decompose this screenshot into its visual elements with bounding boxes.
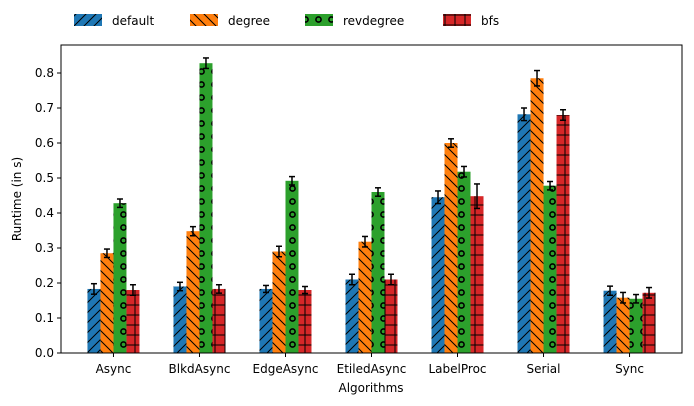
bar-bfs-EtiledAsync <box>385 280 398 354</box>
bar-bfs-BlkdAsync <box>212 289 225 353</box>
y-axis-label: Runtime (in s) <box>10 157 24 241</box>
legend-label: revdegree <box>343 14 404 28</box>
y-tick-label: 0.5 <box>35 171 54 185</box>
bar-hatch <box>298 290 311 353</box>
bar-degree-Serial <box>531 78 544 353</box>
bar-bfs-Serial <box>557 115 570 353</box>
bar-default-BlkdAsync <box>173 287 186 354</box>
legend-item-default: default <box>74 14 155 28</box>
bar-hatch <box>126 290 139 353</box>
bar-hatch <box>87 289 100 353</box>
bar-hatch <box>186 231 199 353</box>
bar-bfs-LabelProc <box>471 196 484 353</box>
bar-bfs-EdgeAsync <box>298 290 311 353</box>
legend-item-degree: degree <box>190 14 270 28</box>
bar-hatch <box>557 115 570 353</box>
bar-revdegree-LabelProc <box>458 172 471 353</box>
bar-hatch <box>544 186 557 353</box>
bar-hatch <box>199 63 212 353</box>
bar-revdegree-EdgeAsync <box>285 181 298 353</box>
y-tick-label: 0.2 <box>35 276 54 290</box>
bar-hatch <box>285 181 298 353</box>
bar-default-Sync <box>604 291 617 353</box>
bar-hatch <box>259 289 272 353</box>
bar-revdegree-Async <box>113 203 126 353</box>
bar-degree-Sync <box>617 298 630 353</box>
bar-hatch <box>173 287 186 354</box>
x-tick-label: EdgeAsync <box>253 362 319 376</box>
bar-hatch <box>604 291 617 353</box>
bar-default-LabelProc <box>432 197 445 353</box>
y-tick-label: 0.3 <box>35 241 54 255</box>
x-tick-label: Async <box>96 362 132 376</box>
legend-label: bfs <box>481 14 499 28</box>
bar-hatch <box>518 114 531 353</box>
x-tick-label: EtiledAsync <box>337 362 407 376</box>
x-tick-label: Sync <box>615 362 644 376</box>
bar-hatch <box>346 280 359 354</box>
bar-hatch <box>432 197 445 353</box>
bar-hatch <box>100 253 113 353</box>
bar-hatch <box>471 196 484 353</box>
bar-degree-EtiledAsync <box>359 242 372 353</box>
bar-bfs-Sync <box>643 293 656 353</box>
bar-hatch <box>385 280 398 354</box>
x-tick-label: BlkdAsync <box>169 362 231 376</box>
y-tick-label: 0.0 <box>35 346 54 360</box>
bar-revdegree-Sync <box>630 299 643 353</box>
y-tick-label: 0.6 <box>35 136 54 150</box>
bar-degree-Async <box>100 253 113 353</box>
x-tick-label: Serial <box>527 362 561 376</box>
bar-hatch <box>617 298 630 353</box>
bar-revdegree-BlkdAsync <box>199 63 212 353</box>
legend-swatch-hatch <box>190 14 218 26</box>
bar-degree-EdgeAsync <box>272 252 285 354</box>
bar-hatch <box>458 172 471 353</box>
legend-swatch-hatch <box>74 14 102 26</box>
bar-hatch <box>359 242 372 353</box>
bar-hatch <box>630 299 643 353</box>
bar-hatch <box>113 203 126 353</box>
y-axis: 0.0 0.1 0.2 0.3 0.4 0.5 0.6 0.7 0.8 <box>35 66 61 360</box>
legend-item-bfs: bfs <box>443 14 499 28</box>
bar-default-Async <box>87 289 100 353</box>
x-tick-label: LabelProc <box>429 362 487 376</box>
y-tick-label: 0.7 <box>35 101 54 115</box>
bar-hatch <box>643 293 656 353</box>
legend: default degree revdegree bfs <box>74 14 499 28</box>
bar-revdegree-EtiledAsync <box>372 192 385 353</box>
legend-label: degree <box>228 14 270 28</box>
y-tick-label: 0.1 <box>35 311 54 325</box>
bar-hatch <box>272 252 285 354</box>
bar-hatch <box>372 192 385 353</box>
bar-hatch <box>531 78 544 353</box>
y-tick-label: 0.8 <box>35 66 54 80</box>
bar-revdegree-Serial <box>544 186 557 353</box>
y-tick-label: 0.4 <box>35 206 54 220</box>
bar-default-EdgeAsync <box>259 289 272 353</box>
bar-hatch <box>445 143 458 353</box>
bar-hatch <box>212 289 225 353</box>
bars-group <box>87 63 655 353</box>
legend-item-revdegree: revdegree <box>305 14 404 28</box>
x-axis: Async BlkdAsync EdgeAsync EtiledAsync LabelP… <box>96 353 644 376</box>
bar-default-Serial <box>518 114 531 353</box>
bar-default-EtiledAsync <box>346 280 359 354</box>
legend-swatch-hatch <box>443 14 471 26</box>
bar-degree-BlkdAsync <box>186 231 199 353</box>
legend-label: default <box>112 14 155 28</box>
bar-bfs-Async <box>126 290 139 353</box>
bar-degree-LabelProc <box>445 143 458 353</box>
x-axis-label: Algorithms <box>338 381 403 395</box>
legend-swatch-hatch <box>305 14 333 26</box>
